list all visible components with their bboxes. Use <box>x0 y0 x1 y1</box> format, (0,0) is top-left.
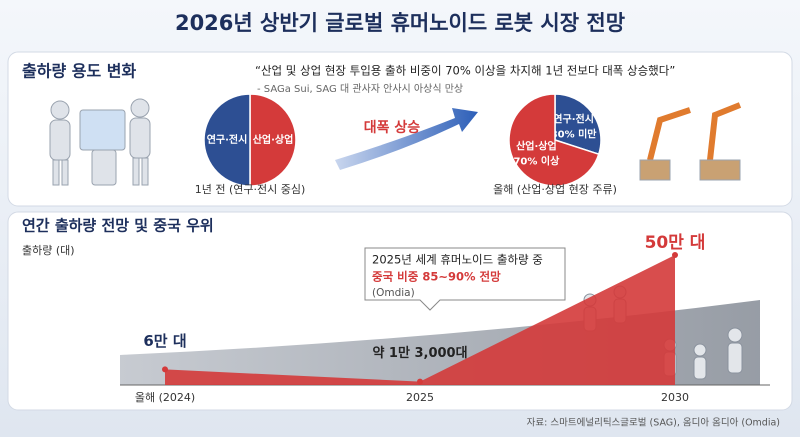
pie-caption: 올해 (산업·상업 현장 주류) <box>493 182 617 196</box>
pie-caption: 1년 전 (연구·전시 중심) <box>195 183 306 196</box>
data-point <box>417 378 423 385</box>
robot-illustrations <box>49 98 742 186</box>
slice-label: 연구·전시 <box>207 133 248 146</box>
slice-label: 산업·상업 <box>253 133 294 146</box>
source-note: 자료: 스마트에널리틱스글로벌 (SAG), 옴디아 옴디아 (Omdia) <box>527 417 780 429</box>
pie-slice <box>508 93 600 187</box>
page-title: 2026년 상반기 글로벌 휴머노이드 로봇 시장 전망 <box>175 11 625 35</box>
x-label: 2030 <box>661 391 689 404</box>
slice-value-label: 70% 이상 <box>513 155 560 168</box>
pie-slice <box>554 93 602 156</box>
value-label: 50만 대 <box>645 233 706 253</box>
value-label: 6만 대 <box>143 332 186 350</box>
pie-slice <box>249 93 297 187</box>
x-label: 올해 (2024) <box>135 390 195 404</box>
data-point <box>672 252 678 258</box>
data-point <box>162 366 168 373</box>
arrow <box>335 108 478 170</box>
pie-slice <box>203 93 251 187</box>
area <box>165 255 675 385</box>
slice-label: 연구·전시 <box>553 112 594 125</box>
callout-box <box>364 247 566 311</box>
x-label: 2025 <box>406 391 434 404</box>
arrow-label: 대폭 상승 <box>364 120 421 136</box>
callout-source: (Omdia) <box>372 287 415 299</box>
section-title: 연간 출하량 전망 및 중국 우위 <box>22 217 214 235</box>
slice-label: 산업·상업 <box>516 140 557 153</box>
section-title: 출하량 용도 변화 <box>22 62 136 81</box>
callout-highlight: 중국 비중 85~90% 전망 <box>372 270 501 284</box>
callout-text: 2025년 세계 휴머노이드 출하량 중 <box>372 253 543 267</box>
quote: “산업 및 상업 현장 투입용 출하 비중이 70% 이상을 차지해 1년 전보… <box>255 64 675 78</box>
value-label: 약 1만 3,000대 <box>372 345 467 361</box>
usage-panel <box>7 51 793 207</box>
quote-source: - SAGa Sui, SAG 대 관사자 안사시 아상식 만상 <box>257 83 463 95</box>
slice-value-label: 30% 미만 <box>551 127 598 140</box>
unit-label: 출하량 (대) <box>22 243 75 257</box>
